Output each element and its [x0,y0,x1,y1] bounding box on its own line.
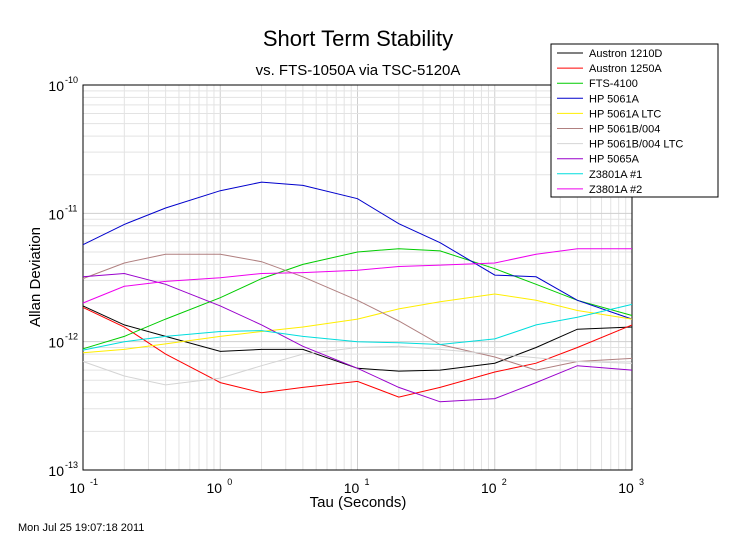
x-tick-label: 10 [481,480,497,496]
series-line [82,181,633,320]
legend-entry: Z3801A #2 [589,184,642,196]
series-line [82,248,633,350]
y-axis-label: Allan Deviation [27,227,44,327]
timestamp: Mon Jul 25 19:07:18 2011 [18,522,145,534]
y-tick-label: 10 [48,206,64,222]
y-tick-label: 10 [48,335,64,351]
x-tick-exponent: 0 [227,477,232,487]
legend-entry: Z3801A #1 [589,169,642,181]
x-tick-label: 10 [618,480,634,496]
legend: Austron 1210D Austron 1250A FTS-4100 HP 506… [550,43,719,198]
x-axis-label: Tau (Seconds) [310,494,407,511]
legend-entry: HP 5061A LTC [589,108,661,120]
legend-box [550,43,719,198]
plot-grid [83,85,632,470]
x-tick-exponent: -1 [90,477,98,487]
series-line [82,306,633,398]
y-tick-exponent: -11 [65,203,77,213]
legend-entry: HP 5061B/004 LTC [589,139,683,151]
x-tick-exponent: 2 [502,477,507,487]
x-tick-labels: 10 -1 10 0 10 1 10 2 10 3 [69,477,644,496]
series-layer [82,181,633,403]
legend-entry: Austron 1250A [589,63,662,75]
y-tick-exponent: -10 [65,75,78,85]
legend-entry: Austron 1210D [589,48,662,60]
y-tick-label: 10 [48,463,64,479]
series-line [82,272,633,403]
x-tick-exponent: 1 [365,477,370,487]
series-line [82,345,633,386]
y-tick-exponent: -12 [65,332,78,342]
x-tick-exponent: 3 [639,477,644,487]
series-line [82,293,633,354]
x-tick-label: 10 [344,480,360,496]
series-line [82,248,632,304]
chart-subtitle: vs. FTS-1050A via TSC-5120A [256,62,461,79]
legend-entry: HP 5061B/004 [589,124,660,136]
y-tick-exponent: -13 [65,460,78,470]
legend-entry: HP 5061A [589,93,640,105]
chart-title: Short Term Stability [263,26,453,51]
x-tick-label: 10 [206,480,222,496]
legend-entry: FTS-4100 [589,78,638,90]
y-tick-label: 10 [48,78,64,94]
series-line [82,303,633,351]
plot-frame [82,84,633,471]
series-line [82,253,633,371]
legend-entry: HP 5065A [589,154,640,166]
x-tick-label: 10 [69,480,85,496]
